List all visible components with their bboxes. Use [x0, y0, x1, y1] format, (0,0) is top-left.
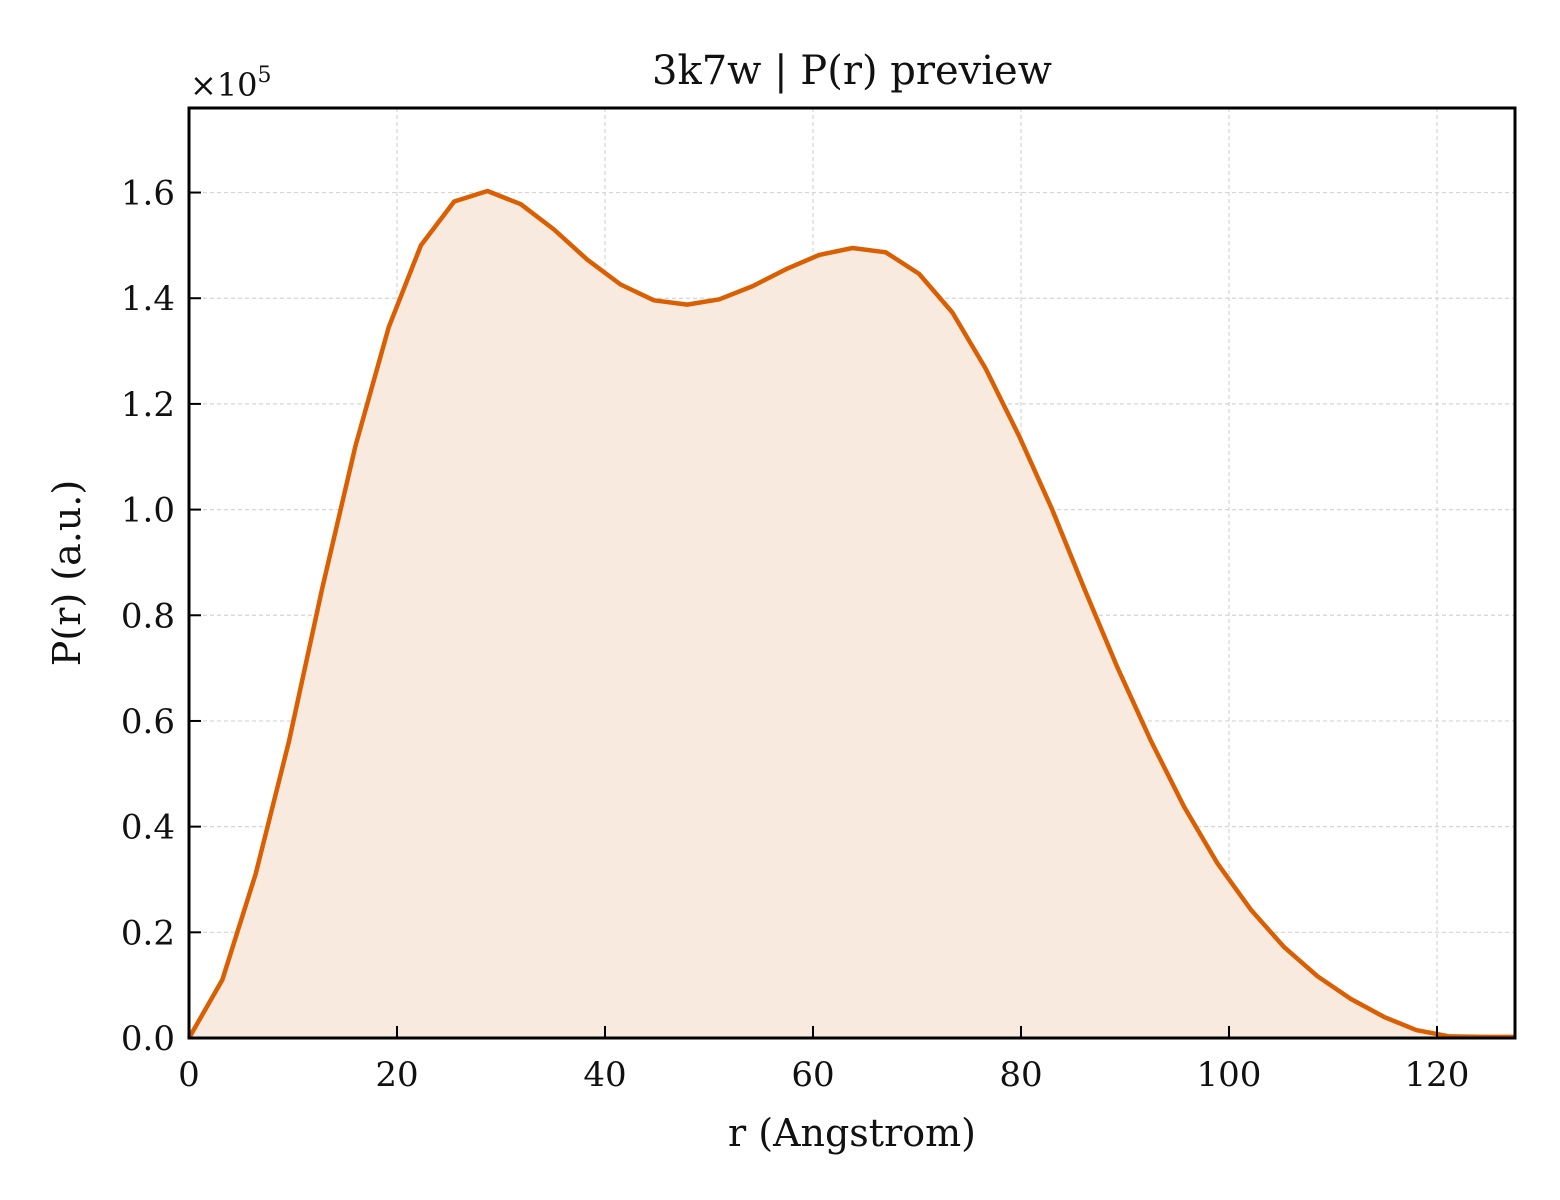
pr-area-fill [189, 191, 1515, 1038]
x-axis-label: r (Angstrom) [728, 1111, 976, 1155]
y-tick-label: 0.6 [121, 702, 175, 742]
pr-series-line [187, 188, 1515, 1040]
plot-frame [187, 106, 1517, 1040]
y-offset-exponent: 5 [258, 63, 272, 88]
y-offset-label: ×105 [190, 63, 272, 104]
x-tick-label: 100 [1197, 1055, 1262, 1095]
x-tick-label: 20 [375, 1055, 418, 1095]
x-tick-label: 60 [791, 1055, 834, 1095]
y-axis-label: P(r) (a.u.) [45, 480, 89, 666]
y-offset-base: ×10 [190, 66, 258, 104]
y-tick-label: 1.6 [121, 174, 175, 214]
x-tick-label: 40 [583, 1055, 626, 1095]
y-tick-label: 0.8 [121, 596, 175, 636]
y-tick-label: 1.0 [121, 491, 175, 531]
ticks-layer: 0 20 40 60 80 100 120 0.0 0.2 0.4 0.6 0.8 1.0 1.2 1.4 1… [121, 174, 1470, 1095]
chart-title: 3k7w | P(r) preview [652, 48, 1052, 94]
x-tick-label: 80 [999, 1055, 1042, 1095]
y-tick-label: 0.4 [121, 808, 175, 848]
x-tick-label: 0 [178, 1055, 200, 1095]
y-tick-label: 0.0 [121, 1019, 175, 1059]
y-tick-label: 0.2 [121, 913, 175, 953]
x-tick-label: 120 [1405, 1055, 1470, 1095]
y-tick-label: 1.4 [121, 279, 175, 319]
y-tick-label: 1.2 [121, 385, 175, 425]
